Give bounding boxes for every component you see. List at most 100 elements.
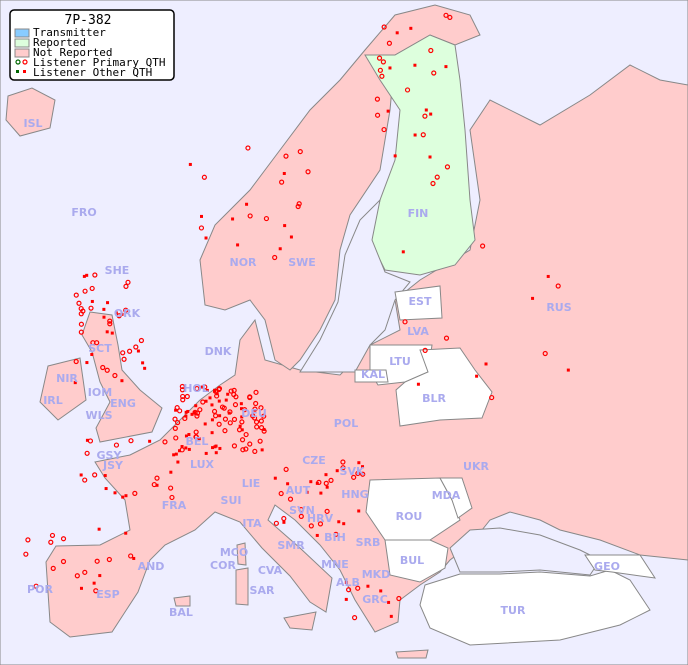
listener-primary-marker: [197, 407, 203, 413]
listener-other-marker: [413, 63, 417, 67]
island-sicily: [283, 611, 317, 631]
listener-primary-marker: [120, 350, 126, 356]
label-bul: BUL: [400, 554, 424, 567]
listener-other-marker: [429, 112, 433, 116]
listener-other-marker: [282, 171, 286, 175]
label-fin: FIN: [408, 207, 429, 220]
listener-other-marker: [208, 396, 212, 400]
listener-primary-marker: [162, 439, 168, 445]
listener-primary-marker: [128, 553, 134, 559]
listener-primary-marker: [60, 558, 67, 565]
listener-primary-marker: [355, 585, 361, 591]
listener-primary-marker: [252, 448, 258, 454]
listener-other-marker: [190, 412, 194, 416]
listener-other-marker: [184, 410, 188, 414]
listener-other-marker: [90, 352, 94, 356]
listener-primary-marker: [84, 450, 90, 456]
listener-other-marker: [85, 361, 89, 365]
listener-other-marker: [176, 460, 180, 464]
listener-primary-marker: [227, 409, 233, 415]
listener-primary-marker: [194, 385, 200, 392]
listener-primary-marker: [48, 539, 54, 545]
listener-primary-marker: [128, 438, 134, 444]
label-rus: RUS: [546, 301, 571, 314]
listener-primary-marker: [121, 356, 127, 362]
listener-other-marker: [124, 531, 128, 535]
label-isl: ISL: [23, 117, 42, 130]
listener-primary-marker: [82, 569, 88, 575]
country-tur: [419, 569, 651, 646]
listener-primary-marker: [261, 413, 267, 419]
listener-other-marker: [172, 453, 176, 457]
listener-primary-marker: [379, 73, 385, 79]
listener-other-marker: [342, 522, 346, 526]
legend-other-qth: Listener Other QTH: [33, 66, 152, 79]
listener-other-marker: [136, 349, 140, 353]
listener-primary-marker: [261, 428, 267, 434]
listener-other-marker: [231, 217, 235, 221]
country-isl: [5, 87, 56, 137]
listener-other-marker: [379, 589, 383, 593]
listener-other-marker: [217, 399, 221, 403]
listener-primary-marker: [169, 494, 175, 501]
listener-primary-marker: [106, 556, 112, 563]
listener-primary-marker: [253, 400, 259, 407]
listener-primary-marker: [78, 321, 85, 327]
listener-other-marker: [335, 469, 339, 473]
listener-other-marker: [204, 399, 208, 403]
listener-primary-marker: [422, 113, 428, 119]
label-hol: HOL: [183, 382, 209, 395]
legend-reported: Reported: [33, 36, 86, 49]
label-hng: HNG: [341, 488, 368, 501]
other-qth-green-icon: [16, 70, 19, 73]
listener-primary-marker: [428, 47, 434, 54]
listener-primary-marker: [351, 474, 357, 480]
label-svk: SVK: [340, 465, 365, 478]
listener-other-marker: [90, 299, 94, 303]
listener-primary-marker: [386, 40, 393, 46]
label-esp: ESP: [96, 588, 120, 601]
label-kal: KAL: [361, 368, 385, 381]
listener-primary-marker: [231, 443, 238, 449]
listener-other-marker: [197, 437, 201, 441]
listener-other-marker: [337, 520, 341, 524]
listener-primary-marker: [258, 405, 264, 411]
country-geo: [584, 554, 657, 579]
legend-primary-qth: Listener Primary QTH: [33, 56, 165, 69]
listener-primary-marker: [396, 595, 402, 602]
listener-primary-marker: [172, 416, 178, 422]
listener-other-marker: [386, 109, 390, 113]
listener-other-marker: [174, 452, 178, 456]
listener-other-marker: [357, 509, 361, 513]
listener-other-marker: [388, 66, 392, 70]
label-aut: AUT: [286, 484, 311, 497]
listener-primary-marker: [127, 348, 133, 354]
label-cze: CZE: [302, 454, 326, 467]
listener-primary-marker: [25, 537, 31, 543]
legend-not-reported: Not Reported: [33, 46, 112, 59]
listener-other-marker: [92, 581, 96, 585]
listener-other-marker: [239, 402, 243, 406]
listener-primary-marker: [328, 477, 334, 483]
listener-other-marker: [210, 418, 214, 422]
listener-other-marker: [240, 428, 244, 432]
listener-primary-marker: [138, 337, 145, 344]
listener-other-marker: [121, 495, 125, 499]
listener-primary-marker: [253, 389, 259, 395]
listener-primary-marker: [231, 416, 238, 422]
reported-swatch: [14, 38, 30, 48]
listener-primary-marker: [123, 307, 129, 313]
listener-other-marker: [105, 330, 109, 334]
listener-other-marker: [218, 446, 222, 450]
listener-other-marker: [428, 155, 432, 159]
listener-other-marker: [203, 422, 207, 426]
listener-primary-marker: [78, 329, 84, 335]
label-bal: BAL: [169, 606, 193, 619]
listener-other-marker: [97, 527, 101, 531]
listener-primary-marker: [227, 420, 233, 426]
listener-primary-marker: [443, 12, 449, 18]
listener-primary-marker: [74, 573, 80, 579]
listener-other-marker: [113, 491, 117, 495]
label-fra: FRA: [162, 499, 187, 512]
baltic-sea: [299, 198, 411, 373]
